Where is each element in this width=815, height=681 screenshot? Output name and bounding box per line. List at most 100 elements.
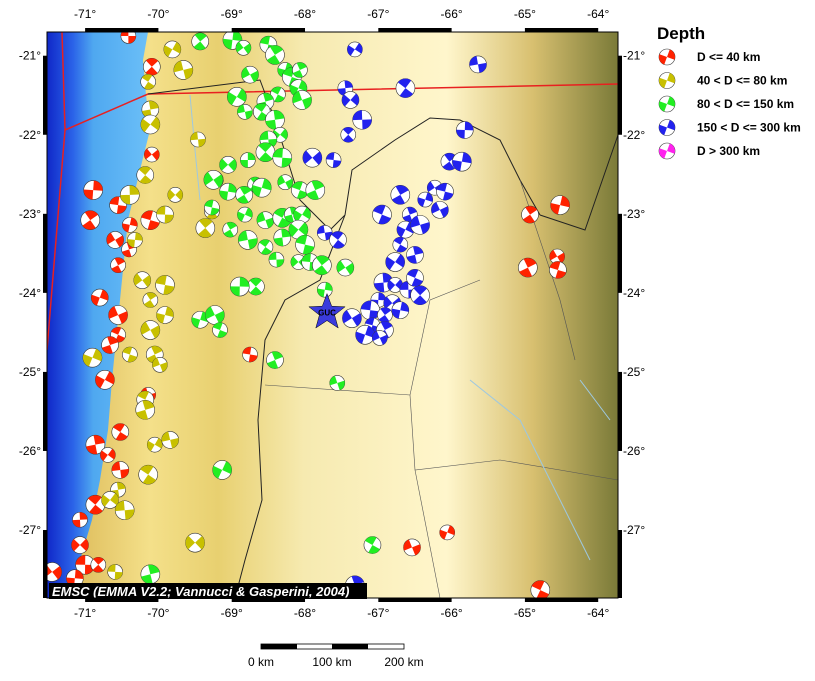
earthquake-beachball[interactable] xyxy=(293,205,311,224)
earthquake-beachball[interactable] xyxy=(235,186,253,204)
earthquake-beachball[interactable] xyxy=(238,230,258,250)
earthquake-beachball[interactable] xyxy=(120,185,140,205)
earthquake-beachball[interactable] xyxy=(219,156,237,174)
earthquake-beachball[interactable] xyxy=(410,215,430,235)
earthquake-beachball[interactable] xyxy=(240,152,256,168)
earthquake-beachball[interactable] xyxy=(395,78,416,98)
earthquake-beachball[interactable] xyxy=(288,219,309,240)
earthquake-beachball[interactable] xyxy=(268,251,285,268)
earthquake-beachball[interactable] xyxy=(417,191,434,208)
earthquake-beachball[interactable] xyxy=(305,180,326,200)
earthquake-beachball[interactable] xyxy=(85,434,106,455)
earthquake-beachball[interactable] xyxy=(436,182,454,201)
earthquake-beachball[interactable] xyxy=(141,100,160,119)
earthquake-beachball[interactable] xyxy=(392,236,409,253)
earthquake-beachball[interactable] xyxy=(82,347,103,368)
earthquake-beachball[interactable] xyxy=(439,524,456,541)
earthquake-beachball[interactable] xyxy=(144,146,160,163)
earthquake-beachball[interactable] xyxy=(355,324,375,345)
earthquake-beachball[interactable] xyxy=(247,277,265,296)
earthquake-beachball[interactable] xyxy=(227,87,247,107)
earthquake-beachball[interactable] xyxy=(156,205,174,224)
earthquake-beachball[interactable] xyxy=(185,532,205,553)
earthquake-beachball[interactable] xyxy=(406,269,424,287)
earthquake-beachball[interactable] xyxy=(195,218,216,238)
earthquake-beachball[interactable] xyxy=(161,431,179,449)
earthquake-beachball[interactable] xyxy=(110,257,126,273)
earthquake-beachball[interactable] xyxy=(340,126,357,143)
earthquake-beachball[interactable] xyxy=(549,261,567,279)
earthquake-beachball[interactable] xyxy=(140,320,161,340)
earthquake-beachball[interactable] xyxy=(90,288,109,307)
earthquake-beachball[interactable] xyxy=(336,258,355,277)
earthquake-beachball[interactable] xyxy=(138,464,158,485)
earthquake-beachball[interactable] xyxy=(266,351,284,369)
earthquake-beachball[interactable] xyxy=(452,151,472,172)
earthquake-beachball[interactable] xyxy=(120,28,137,44)
earthquake-beachball[interactable] xyxy=(133,271,152,290)
earthquake-beachball[interactable] xyxy=(257,239,274,255)
earthquake-beachball[interactable] xyxy=(347,41,363,58)
earthquake-beachball[interactable] xyxy=(142,292,159,308)
earthquake-beachball[interactable] xyxy=(163,40,182,59)
earthquake-beachball[interactable] xyxy=(212,460,232,480)
earthquake-beachball[interactable] xyxy=(550,195,570,215)
earthquake-beachball[interactable] xyxy=(237,104,253,120)
earthquake-beachball[interactable] xyxy=(66,569,84,588)
earthquake-beachball[interactable] xyxy=(390,185,411,205)
earthquake-beachball[interactable] xyxy=(122,217,138,233)
earthquake-beachball[interactable] xyxy=(140,210,161,230)
earthquake-beachball[interactable] xyxy=(143,57,161,76)
earthquake-beachball[interactable] xyxy=(518,257,538,278)
map-area[interactable]: GUC xyxy=(43,28,618,599)
earthquake-beachball[interactable] xyxy=(173,60,194,80)
earthquake-beachball[interactable] xyxy=(363,536,382,554)
earthquake-beachball[interactable] xyxy=(85,494,106,515)
earthquake-beachball[interactable] xyxy=(251,177,272,198)
earthquake-beachball[interactable] xyxy=(387,277,403,293)
earthquake-beachball[interactable] xyxy=(155,275,175,295)
earthquake-beachball[interactable] xyxy=(292,90,312,110)
earthquake-beachball[interactable] xyxy=(312,255,332,275)
earthquake-beachball[interactable] xyxy=(329,375,346,391)
earthquake-beachball[interactable] xyxy=(43,562,62,582)
earthquake-beachball[interactable] xyxy=(302,147,323,168)
earthquake-beachball[interactable] xyxy=(152,357,168,373)
earthquake-beachball[interactable] xyxy=(242,346,258,363)
earthquake-beachball[interactable] xyxy=(277,174,294,190)
earthquake-beachball[interactable] xyxy=(204,199,220,216)
earthquake-beachball[interactable] xyxy=(212,322,228,338)
earthquake-beachball[interactable] xyxy=(101,491,119,509)
earthquake-beachball[interactable] xyxy=(140,564,161,585)
earthquake-beachball[interactable] xyxy=(83,180,103,200)
earthquake-beachball[interactable] xyxy=(190,131,206,148)
earthquake-beachball[interactable] xyxy=(203,170,224,190)
earthquake-beachball[interactable] xyxy=(111,461,130,479)
earthquake-beachball[interactable] xyxy=(135,400,156,420)
earthquake-beachball[interactable] xyxy=(114,500,135,521)
earthquake-beachball[interactable] xyxy=(167,187,184,203)
earthquake-beachball[interactable] xyxy=(372,204,392,225)
earthquake-beachball[interactable] xyxy=(406,246,424,264)
earthquake-beachball[interactable] xyxy=(295,234,315,255)
earthquake-beachball[interactable] xyxy=(352,109,372,130)
earthquake-beachball[interactable] xyxy=(191,32,209,51)
earthquake-beachball[interactable] xyxy=(140,114,161,135)
earthquake-beachball[interactable] xyxy=(90,556,107,573)
earthquake-beachball[interactable] xyxy=(241,65,259,84)
earthquake-beachball[interactable] xyxy=(235,40,252,56)
earthquake-beachball[interactable] xyxy=(156,306,174,324)
station-guc[interactable]: GUC xyxy=(308,292,346,329)
earthquake-beachball[interactable] xyxy=(391,301,410,320)
earthquake-beachball[interactable] xyxy=(265,45,285,65)
earthquake-beachball[interactable] xyxy=(265,109,285,130)
earthquake-beachball[interactable] xyxy=(385,252,405,272)
earthquake-beachball[interactable] xyxy=(341,91,360,109)
earthquake-beachball[interactable] xyxy=(371,330,388,346)
earthquake-beachball[interactable] xyxy=(272,147,293,168)
earthquake-beachball[interactable] xyxy=(127,232,143,248)
earthquake-beachball[interactable] xyxy=(403,538,421,557)
earthquake-beachball[interactable] xyxy=(456,121,474,139)
earthquake-beachball[interactable] xyxy=(111,423,130,441)
earthquake-beachball[interactable] xyxy=(80,210,101,230)
